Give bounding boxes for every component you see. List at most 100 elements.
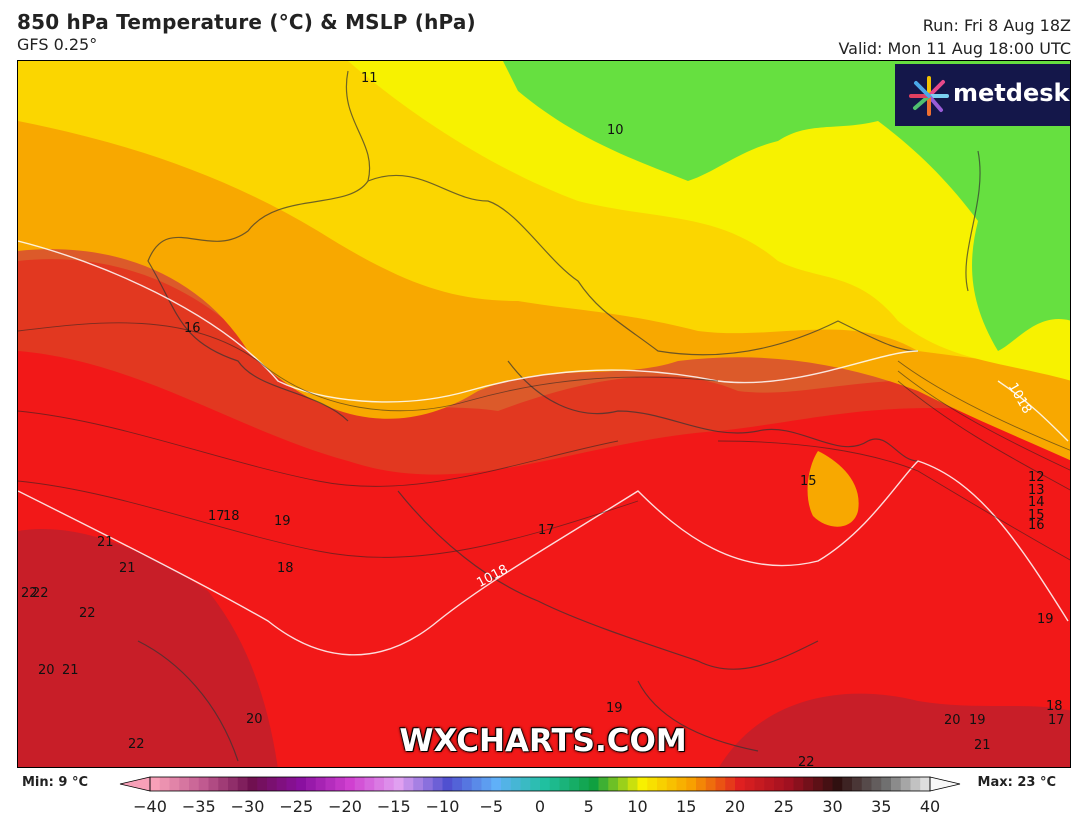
color-scale-step (520, 777, 531, 791)
color-scale-step (637, 777, 648, 791)
color-scale-step (725, 777, 736, 791)
color-scale-step (540, 777, 551, 791)
chart-title: 850 hPa Temperature (°C) & MSLP (hPa) (17, 10, 476, 34)
legend-min: Min: 9 °C (22, 775, 88, 790)
scale-tick-label: 40 (919, 797, 941, 816)
contour-label: 21 (974, 738, 991, 753)
color-scale-step (267, 777, 278, 791)
contour-label: 22 (798, 755, 815, 768)
scale-tick-label: 0 (534, 797, 546, 816)
contour-label: 16 (1028, 518, 1045, 533)
contour-label: 19 (606, 701, 623, 716)
scale-tick-label: 10 (627, 797, 648, 816)
color-scale-step (579, 777, 590, 791)
contour-label: 22 (32, 586, 49, 601)
color-scale-step (325, 777, 336, 791)
color-scale-step (764, 777, 775, 791)
wxcharts-watermark: WXCHARTS.COM (399, 723, 687, 759)
color-scale-step (462, 777, 473, 791)
color-scale-step (822, 777, 834, 791)
color-scale-step (627, 777, 639, 791)
color-scale-step (276, 777, 288, 791)
contour-label: 22 (128, 737, 145, 752)
color-scale-step (218, 777, 229, 791)
contour-label: 20 (38, 663, 55, 678)
color-scale-step (315, 777, 327, 791)
color-scale-step (257, 777, 268, 791)
color-scale-step (306, 777, 317, 791)
contour-label: 18 (1046, 699, 1063, 714)
scale-tick-label: 30 (822, 797, 843, 816)
color-scale-step (559, 777, 570, 791)
color-scale-step (423, 777, 434, 791)
color-scale-step (491, 777, 502, 791)
color-scale-step (569, 777, 580, 791)
color-scale-step (208, 777, 219, 791)
color-scale-step (793, 777, 804, 791)
color-scale-step (744, 777, 756, 791)
scale-arrow-left (119, 776, 151, 792)
contour-label: 21 (119, 561, 136, 576)
color-scale-step (432, 777, 444, 791)
color-scale-step (715, 777, 726, 791)
contour-label: 17 (538, 523, 555, 538)
metdesk-logo-text: metdesk (953, 79, 1070, 107)
metdesk-logo: metdesk (895, 64, 1070, 126)
contour-label: 15 (1028, 508, 1045, 523)
color-scale-step (598, 777, 609, 791)
color-scale-step (374, 777, 385, 791)
color-scale-step (588, 777, 600, 791)
metdesk-logo-icon (909, 76, 949, 116)
color-scale-step (413, 777, 424, 791)
contour-label: 21 (97, 535, 114, 550)
color-scale-step (169, 777, 180, 791)
color-scale-step (296, 777, 307, 791)
color-scale-step (403, 777, 414, 791)
contour-label: 15 (800, 474, 817, 489)
scale-tick-label: −40 (133, 797, 167, 816)
contour-label: 20 (246, 712, 263, 727)
color-scale-step (159, 777, 171, 791)
color-scale-step (228, 777, 239, 791)
color-scale-step (510, 777, 522, 791)
color-scale-step (910, 777, 921, 791)
contour-label: 18 (277, 561, 294, 576)
contour-label: 11 (361, 71, 378, 86)
contour-label: 19 (969, 713, 986, 728)
contour-label: 17 (1048, 713, 1065, 728)
scale-arrow-right (929, 776, 961, 792)
scale-frame (149, 776, 931, 792)
contour-label: 16 (184, 321, 201, 336)
color-scale-step (900, 777, 912, 791)
scale-tick-label: 5 (583, 797, 594, 816)
valid-time: Valid: Mon 11 Aug 18:00 UTC (838, 39, 1071, 58)
color-scale-step (686, 777, 697, 791)
color-scale-step (364, 777, 375, 791)
legend-max: Max: 23 °C (977, 775, 1056, 790)
scale-tick-label: 25 (773, 797, 794, 816)
contour-label: 13 (1028, 483, 1045, 498)
color-scale-step (871, 777, 882, 791)
scale-tick-label: 35 (871, 797, 892, 816)
contour-label: 21 (62, 663, 79, 678)
color-scale-step (384, 777, 395, 791)
color-scale-step (852, 777, 863, 791)
color-scale-step (501, 777, 512, 791)
color-scale-step (335, 777, 346, 791)
temperature-map: metdesk WXCHARTS.COM 11 10 16 15 17 18 1… (17, 60, 1071, 768)
color-scale-step (774, 777, 785, 791)
contour-label: 19 (1037, 612, 1054, 627)
color-scale-step (618, 777, 629, 791)
scale-tick-label: −15 (376, 797, 411, 816)
contour-label: 14 (1028, 495, 1045, 510)
color-scale-step (832, 777, 843, 791)
scale-tick-label: −35 (181, 797, 216, 816)
color-scale-step (247, 777, 258, 791)
contour-label: 20 (944, 713, 961, 728)
color-scale-step (735, 777, 746, 791)
color-scale-step (481, 777, 492, 791)
scale-tick-label: −10 (425, 797, 460, 816)
color-scale-step (842, 777, 853, 791)
map-fill (18, 61, 1070, 767)
contour-label: 22 (79, 606, 96, 621)
